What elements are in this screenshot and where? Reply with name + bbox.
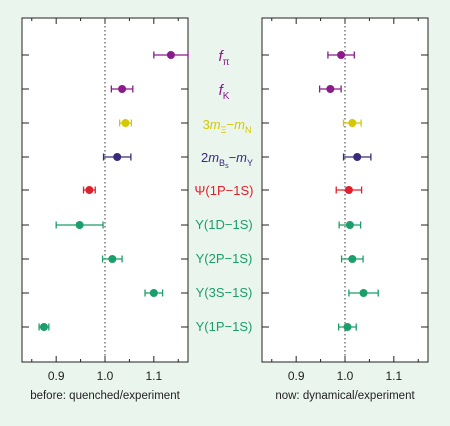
quantity-labels: fπ fK 3mΞ−mN 2mBs−mΥ Ψ(1P−1S) Υ(1D−1S) Υ…	[195, 48, 254, 334]
data-point	[38, 323, 50, 331]
label-f-pi: fπ	[218, 48, 229, 68]
data-point	[101, 255, 123, 263]
point-marker	[113, 153, 122, 161]
data-point	[153, 51, 189, 59]
data-point	[338, 323, 357, 331]
point-marker	[353, 153, 362, 161]
x-axis-label: now: dynamical/experiment	[275, 390, 415, 402]
x-tick-label: 0.9	[288, 369, 305, 383]
point-marker	[149, 289, 158, 297]
point-marker	[39, 323, 48, 331]
data-point	[340, 255, 364, 263]
x-axis-label: before: quenched/experiment	[30, 390, 180, 402]
label-ups-3s1s: Υ(3S−1S)	[196, 285, 253, 300]
point-marker	[344, 186, 353, 194]
label-ups-1p1s: Υ(1P−1S)	[196, 319, 253, 334]
data-point	[110, 85, 134, 93]
x-tick-label: 0.9	[48, 369, 65, 383]
label-3mxi-mn: 3mΞ−mN	[203, 117, 252, 135]
point-marker	[75, 221, 84, 229]
data-point	[55, 221, 104, 229]
label-ups-2p1s: Υ(2P−1S)	[196, 251, 253, 266]
point-marker	[348, 255, 357, 263]
data-point	[342, 119, 362, 127]
data-point	[342, 153, 372, 161]
point-marker	[326, 85, 335, 93]
data-point	[348, 289, 379, 297]
data-point	[318, 85, 342, 93]
point-marker	[118, 85, 127, 93]
label-ups-1d1s: Υ(1D−1S)	[195, 217, 252, 232]
data-point	[327, 51, 355, 59]
point-marker	[348, 119, 357, 127]
point-marker	[85, 186, 94, 194]
data-point	[82, 186, 96, 194]
point-marker	[121, 119, 130, 127]
point-marker	[337, 51, 346, 59]
label-f-k: fK	[219, 82, 230, 102]
panel-1: 0.9 1.0 1.1 before: quenched/experiment	[21, 17, 189, 402]
data-point	[102, 153, 132, 161]
x-tick-label: 1.1	[145, 369, 162, 383]
point-marker	[345, 221, 354, 229]
point-marker	[343, 323, 352, 331]
point-marker	[166, 51, 175, 59]
label-2mbs-mups: 2mBs−mΥ	[201, 150, 253, 170]
x-tick-label: 1.0	[97, 369, 114, 383]
point-marker	[108, 255, 117, 263]
panel-2: 0.9 1.0 1.1 now: dynamical/experiment	[261, 17, 429, 402]
label-psi-1p1s: Ψ(1P−1S)	[195, 183, 254, 198]
data-point	[118, 119, 133, 127]
data-point	[335, 186, 363, 194]
data-point	[338, 221, 362, 229]
x-tick-label: 1.0	[337, 369, 354, 383]
point-marker	[359, 289, 368, 297]
panels: 0.9 1.0 1.1 before: quenched/experiment 0.9 1…	[21, 17, 429, 402]
x-tick-label: 1.1	[385, 369, 402, 383]
data-point	[144, 289, 164, 297]
